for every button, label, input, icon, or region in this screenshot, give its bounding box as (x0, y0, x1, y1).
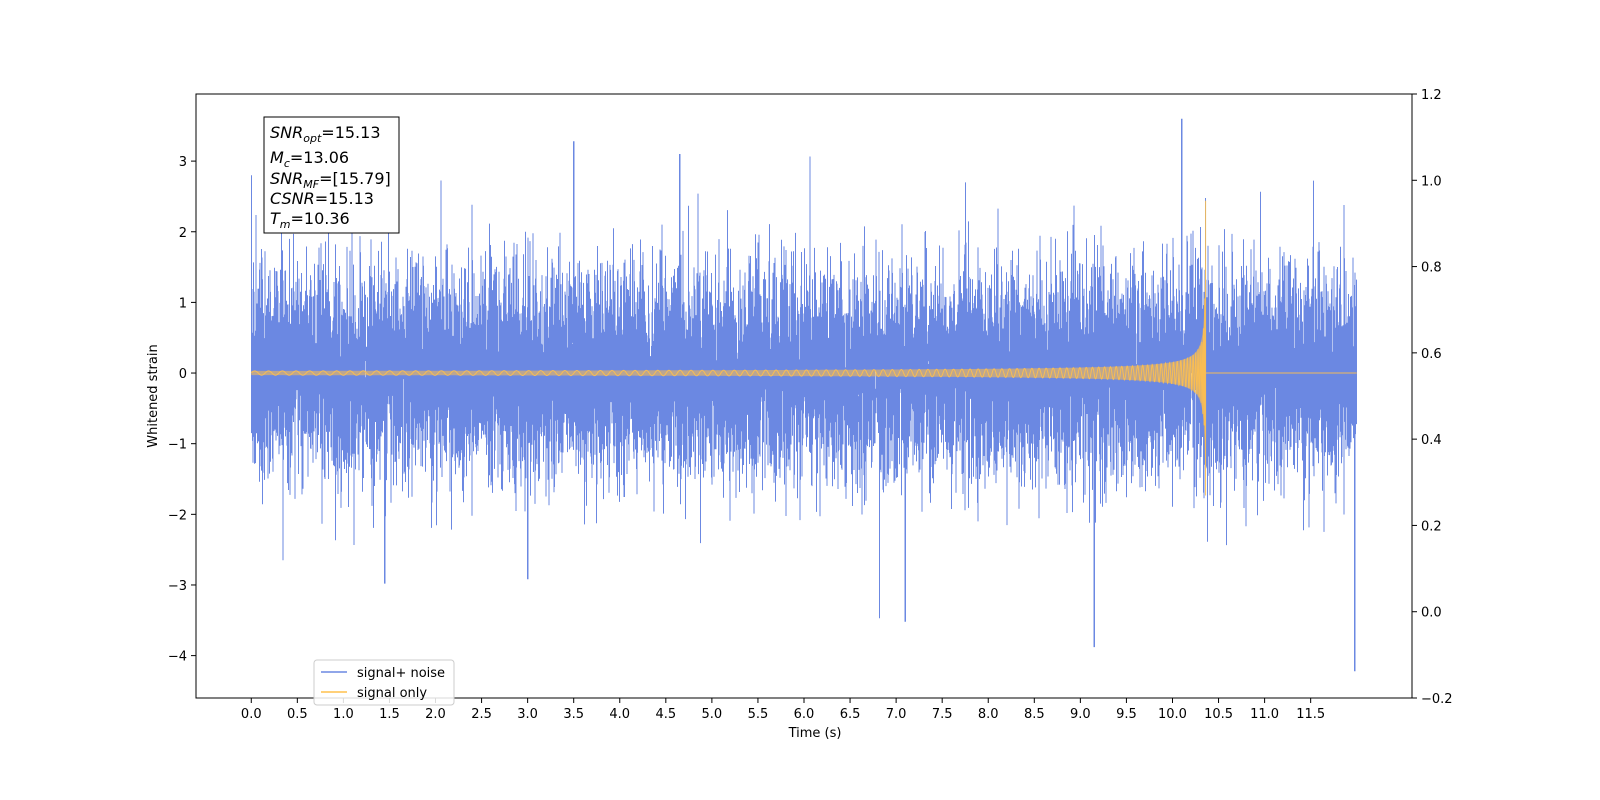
y-tick-label: −4 (168, 650, 187, 665)
y-tick-label: 0 (179, 367, 187, 382)
x-tick-label: 6.5 (840, 707, 861, 722)
legend: signal+ noise signal only (313, 659, 455, 706)
x-tick-label: 1.5 (379, 707, 400, 722)
y-tick-label: −2 (168, 508, 187, 523)
y-tick-label: 1 (179, 296, 187, 311)
x-tick-label: 5.5 (748, 707, 769, 722)
x-tick-label: 10.5 (1204, 707, 1233, 722)
series-group (250, 118, 1357, 672)
series-signal-only (250, 200, 1357, 496)
x-tick-label: 4.5 (655, 707, 676, 722)
x-tick-label: 3.0 (517, 707, 538, 722)
y-axis-left: 3 2 1 0 −1 −2 −3 −4 (168, 155, 196, 665)
x-tick-label: 7.0 (886, 707, 907, 722)
x-tick-label: 1.0 (333, 707, 354, 722)
x-tick-label: 4.0 (609, 707, 630, 722)
y2-tick-label: 1.2 (1421, 88, 1442, 103)
x-axis: 0.0 0.5 1.0 1.5 2.0 2.5 3.0 3.5 4.0 4.5 5.0 5.5 6.0 6… (241, 698, 1325, 722)
y2-tick-label: 0.2 (1421, 519, 1442, 534)
y-axis-title: Whitened strain (146, 344, 161, 447)
y-axis-right: 1.2 1.0 0.8 0.6 0.4 0.2 0.0 −0.2 (1412, 88, 1453, 707)
x-tick-label: 9.5 (1116, 707, 1137, 722)
x-tick-label: 2.0 (425, 707, 446, 722)
series-signal-only-envelope (251, 247, 1206, 497)
x-tick-label: 11.5 (1296, 707, 1325, 722)
y-tick-label: 2 (179, 226, 187, 241)
legend-label-signal-only: signal only (357, 686, 427, 701)
y2-tick-label: 0.0 (1421, 606, 1442, 621)
y2-tick-label: 1.0 (1421, 174, 1442, 189)
annotation-mc: Mc=13.06 (270, 148, 349, 170)
annotation-csnr: CSNR=15.13 (270, 189, 374, 208)
x-tick-label: 3.5 (563, 707, 584, 722)
x-tick-label: 7.5 (932, 707, 953, 722)
x-tick-label: 9.0 (1070, 707, 1091, 722)
y2-tick-label: 0.6 (1421, 347, 1442, 362)
x-tick-label: 11.0 (1250, 707, 1279, 722)
x-tick-label: 5.0 (702, 707, 723, 722)
y2-tick-label: 0.8 (1421, 261, 1442, 276)
x-tick-label: 8.0 (978, 707, 999, 722)
annotation-box: SNRopt=15.13 Mc=13.06 SNRMF=[15.79] CSNR… (263, 116, 400, 234)
annotation-snr-opt: SNRopt=15.13 (270, 123, 381, 145)
legend-frame (313, 659, 455, 706)
x-tick-label: 0.5 (287, 707, 308, 722)
x-tick-label: 6.0 (794, 707, 815, 722)
y-tick-label: 3 (179, 155, 187, 170)
x-tick-label: 0.0 (241, 707, 262, 722)
x-tick-label: 10.0 (1158, 707, 1187, 722)
legend-label-signal-noise: signal+ noise (357, 666, 445, 681)
y-tick-label: −1 (168, 438, 187, 453)
y-tick-label: −3 (168, 579, 187, 594)
x-tick-label: 2.5 (471, 707, 492, 722)
x-tick-label: 8.5 (1024, 707, 1045, 722)
y2-tick-label: 0.4 (1421, 433, 1442, 448)
annotation-frame (263, 116, 400, 234)
annotation-tm: Tm=10.36 (270, 209, 350, 231)
y2-tick-label: −0.2 (1421, 692, 1453, 707)
x-axis-title: Time (s) (788, 726, 842, 741)
annotation-snr-mf: SNRMF=[15.79] (270, 169, 391, 191)
